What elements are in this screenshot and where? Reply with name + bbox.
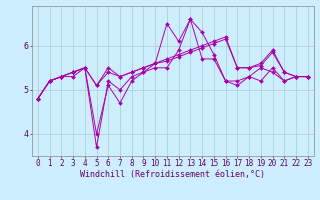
X-axis label: Windchill (Refroidissement éolien,°C): Windchill (Refroidissement éolien,°C) bbox=[80, 170, 265, 179]
